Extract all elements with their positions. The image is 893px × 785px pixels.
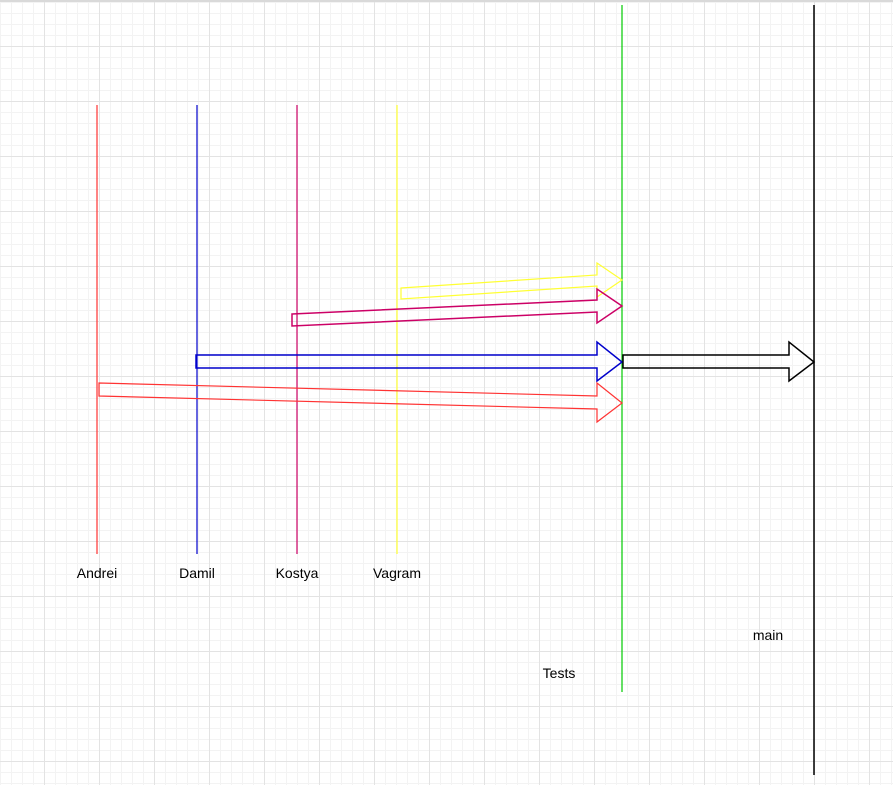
merge-arrow-andrei: [98, 381, 623, 424]
branch-label-vagram: Vagram: [373, 565, 421, 581]
merge-arrow-damil: [195, 340, 624, 383]
branch-label-kostya: Kostya: [275, 565, 319, 581]
branch-label-damil: Damil: [179, 565, 215, 581]
merge-arrow-kostya: [291, 287, 624, 327]
merge-arrow-tests: [622, 340, 816, 383]
merge-arrow-vagram: [400, 261, 624, 300]
branch-label-andrei: Andrei: [76, 565, 118, 581]
main-label: main: [752, 627, 784, 643]
tests-label: Tests: [542, 665, 576, 681]
